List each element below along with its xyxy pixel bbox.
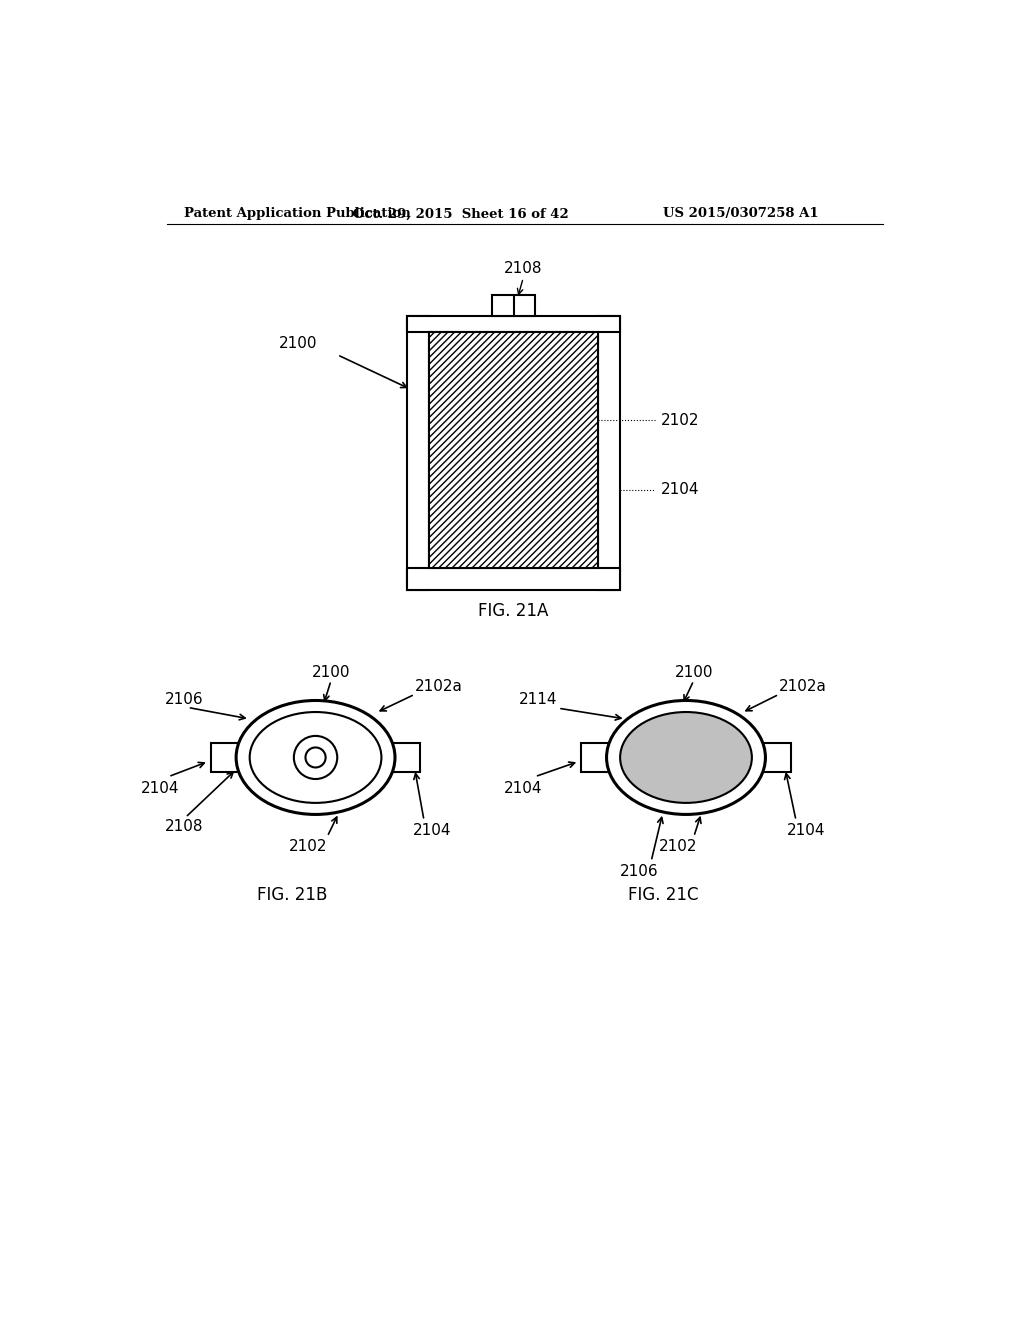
Text: 2104: 2104 — [662, 482, 699, 498]
Text: 2102: 2102 — [289, 838, 327, 854]
Text: 2104: 2104 — [141, 780, 179, 796]
Text: 2114: 2114 — [519, 692, 558, 708]
Bar — [598, 317, 621, 590]
Bar — [582, 743, 611, 772]
Ellipse shape — [606, 701, 765, 814]
Text: 2104: 2104 — [786, 824, 825, 838]
Text: Patent Application Publication: Patent Application Publication — [183, 207, 411, 220]
Bar — [391, 743, 420, 772]
Text: 2102: 2102 — [659, 838, 697, 854]
Text: FIG. 21A: FIG. 21A — [478, 602, 549, 620]
Bar — [407, 568, 621, 590]
Bar — [429, 331, 598, 568]
Text: 2102a: 2102a — [779, 678, 826, 694]
Text: Oct. 29, 2015  Sheet 16 of 42: Oct. 29, 2015 Sheet 16 of 42 — [353, 207, 569, 220]
Text: US 2015/0307258 A1: US 2015/0307258 A1 — [663, 207, 818, 220]
Bar — [761, 743, 791, 772]
Text: 2100: 2100 — [311, 665, 350, 680]
Circle shape — [305, 747, 326, 767]
Text: 2100: 2100 — [675, 665, 713, 680]
Text: FIG. 21B: FIG. 21B — [257, 886, 328, 903]
Bar — [407, 317, 429, 590]
Text: 2108: 2108 — [165, 820, 203, 834]
Text: 2104: 2104 — [413, 824, 451, 838]
Bar — [211, 743, 241, 772]
Text: FIG. 21C: FIG. 21C — [628, 886, 698, 903]
Ellipse shape — [237, 701, 395, 814]
Text: 2100: 2100 — [280, 335, 317, 351]
Text: 2106: 2106 — [165, 692, 203, 708]
Text: 2106: 2106 — [621, 863, 658, 879]
Circle shape — [294, 737, 337, 779]
Bar — [407, 317, 621, 331]
Text: 2102a: 2102a — [415, 678, 463, 694]
Text: 2108: 2108 — [504, 261, 543, 276]
Bar — [493, 294, 535, 317]
Text: 2102: 2102 — [662, 413, 699, 428]
Ellipse shape — [621, 711, 752, 803]
Ellipse shape — [250, 711, 381, 803]
Text: 2104: 2104 — [504, 780, 543, 796]
